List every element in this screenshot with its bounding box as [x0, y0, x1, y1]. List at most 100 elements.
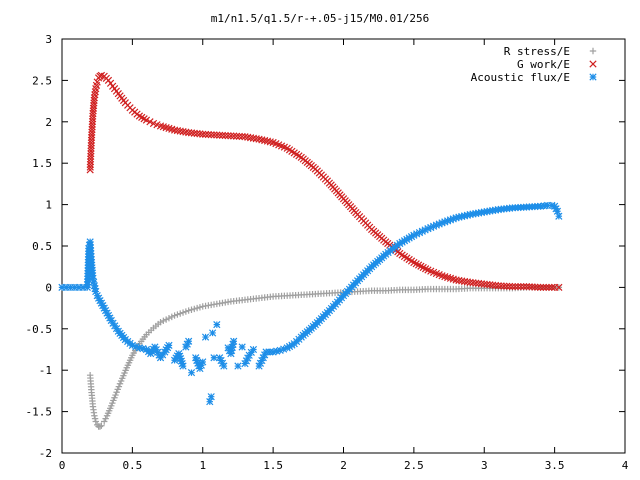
data-point [218, 131, 227, 140]
data-point [213, 131, 221, 139]
data-point [548, 283, 556, 292]
data-point [210, 354, 218, 362]
data-point [168, 313, 175, 321]
data-point [87, 152, 95, 160]
legend-label: R stress/E [504, 45, 570, 58]
data-point [192, 354, 200, 362]
data-point [500, 282, 508, 290]
data-marks [58, 71, 563, 430]
x-tick-label: 3 [481, 459, 488, 472]
data-point [193, 356, 201, 365]
data-point [93, 292, 101, 300]
data-point [199, 130, 207, 138]
data-point [179, 127, 187, 136]
data-point [531, 283, 539, 291]
data-point [427, 223, 435, 232]
data-point [113, 389, 120, 396]
data-point [93, 78, 101, 86]
data-point [551, 202, 559, 210]
y-tick-label: -0.5 [26, 323, 53, 336]
data-point [107, 316, 115, 325]
data-point [230, 132, 238, 140]
data-point [96, 297, 104, 305]
data-point [252, 135, 260, 143]
y-tick-label: 2.5 [32, 74, 52, 87]
data-point [176, 354, 185, 363]
data-point [280, 345, 288, 353]
data-point [522, 282, 531, 291]
x-tick-label: 4 [622, 459, 629, 472]
data-point [441, 218, 449, 226]
data-point [155, 351, 163, 359]
data-point [204, 130, 213, 139]
data-point [177, 310, 184, 317]
data-point [173, 126, 182, 135]
data-point [135, 344, 144, 352]
y-tick-label: -1 [39, 364, 52, 377]
data-point [90, 278, 98, 286]
data-point [196, 364, 204, 373]
data-point [86, 166, 94, 174]
data-point [87, 150, 95, 158]
x-tick-label: 3.5 [545, 459, 565, 472]
data-point [160, 317, 167, 325]
data-point [455, 276, 463, 285]
y-tick-label: 2 [45, 116, 52, 129]
data-point [285, 342, 294, 351]
data-point [494, 282, 502, 290]
data-point [234, 362, 242, 370]
data-point [491, 281, 500, 290]
x-tick-label: 1 [199, 459, 206, 472]
data-point [458, 212, 466, 221]
data-point [62, 283, 70, 292]
x-tick-label: 1.5 [263, 459, 283, 472]
data-point [528, 283, 536, 291]
series-2 [58, 201, 563, 406]
data-point [183, 340, 191, 348]
data-point [182, 308, 190, 315]
data-point [269, 348, 277, 356]
data-point [407, 232, 416, 241]
data-point [224, 132, 232, 140]
data-point [207, 393, 215, 401]
data-point [91, 285, 99, 293]
data-point [283, 344, 291, 352]
data-point [201, 130, 210, 139]
data-point [179, 309, 187, 316]
data-point [511, 282, 519, 291]
data-point [201, 333, 210, 341]
data-point [503, 282, 511, 290]
data-point [555, 212, 563, 220]
data-point [104, 311, 113, 320]
data-point [193, 304, 201, 312]
data-point [86, 160, 95, 169]
data-point [94, 294, 103, 302]
legend-marker [589, 73, 597, 81]
data-point [195, 362, 203, 370]
data-point [543, 201, 552, 210]
data-point [207, 131, 215, 139]
data-point [455, 213, 463, 221]
data-point [553, 207, 562, 215]
data-point [288, 341, 296, 349]
legend-label: Acoustic flux/E [471, 71, 570, 84]
data-point [435, 220, 443, 228]
data-point [460, 277, 469, 286]
data-point [89, 274, 97, 282]
data-point [536, 283, 545, 292]
data-point [265, 348, 274, 356]
data-point [460, 212, 469, 220]
data-point [261, 351, 269, 359]
plot-frame [61, 38, 626, 454]
data-point [230, 337, 238, 345]
data-point [86, 155, 95, 163]
data-point [256, 359, 265, 367]
data-point [452, 214, 460, 222]
data-point [415, 228, 424, 237]
data-point [213, 321, 221, 329]
data-point [182, 128, 190, 136]
data-point [403, 235, 411, 244]
data-point [111, 322, 119, 330]
data-point [151, 343, 159, 351]
data-point [199, 358, 207, 366]
